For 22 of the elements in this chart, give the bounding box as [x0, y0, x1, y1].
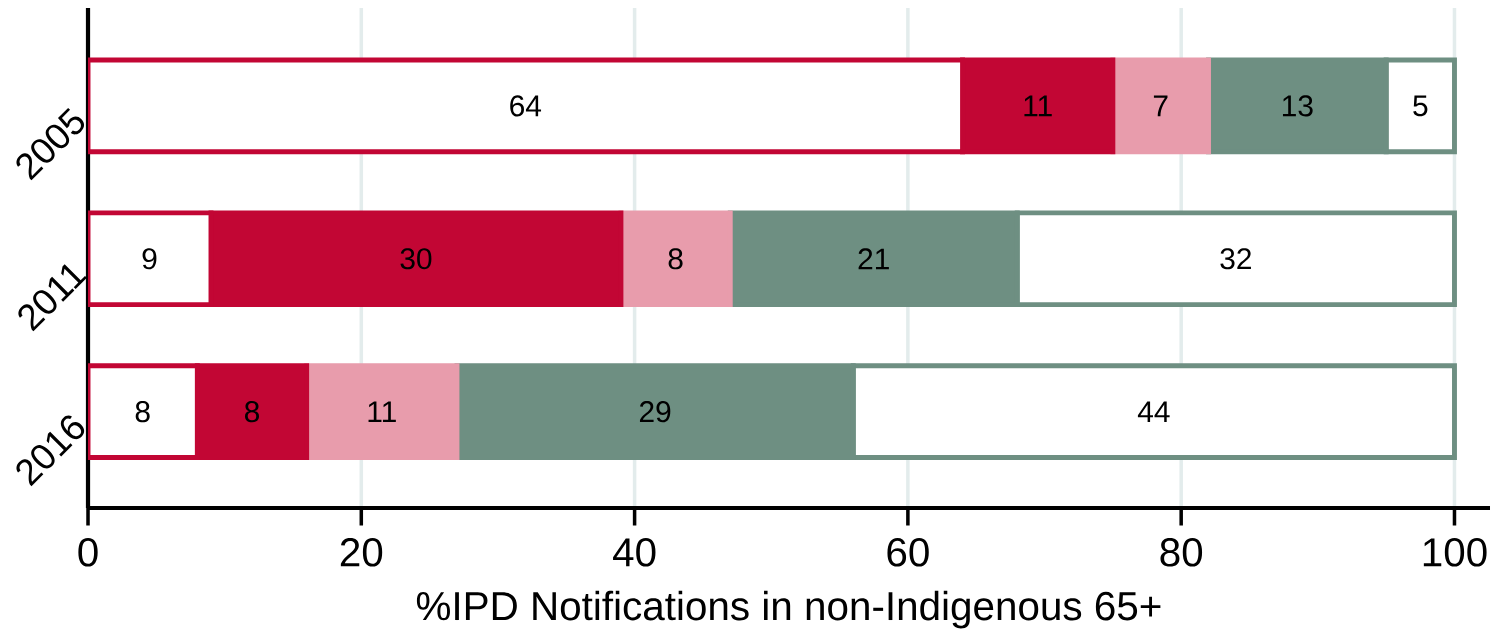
data-label: 30	[400, 248, 432, 270]
data-label: 11	[1024, 95, 1052, 117]
x-tick-label: 40	[613, 538, 656, 567]
x-tick-label: 20	[340, 538, 383, 567]
data-label: 29	[639, 401, 671, 423]
x-axis-title: %IPD Notifications in non-Indigenous 65+	[416, 590, 1161, 629]
data-label: 11	[368, 401, 396, 422]
x-tick-label: 100	[1423, 538, 1487, 567]
x-tick-label: 80	[1160, 538, 1203, 567]
data-label: 5	[1413, 95, 1428, 117]
data-label: 7	[1153, 95, 1168, 117]
data-label: 9	[142, 248, 157, 270]
data-label: 8	[135, 401, 150, 423]
data-label: 32	[1220, 248, 1251, 270]
data-label: 64	[510, 95, 542, 117]
data-label: 44	[1137, 401, 1170, 422]
data-label: 8	[668, 248, 683, 270]
x-tick-label: 0	[78, 538, 98, 567]
data-label: 21	[858, 248, 889, 270]
data-label: 8	[245, 401, 259, 423]
x-tick-label: 60	[887, 538, 929, 567]
data-label: 13	[1282, 95, 1313, 117]
